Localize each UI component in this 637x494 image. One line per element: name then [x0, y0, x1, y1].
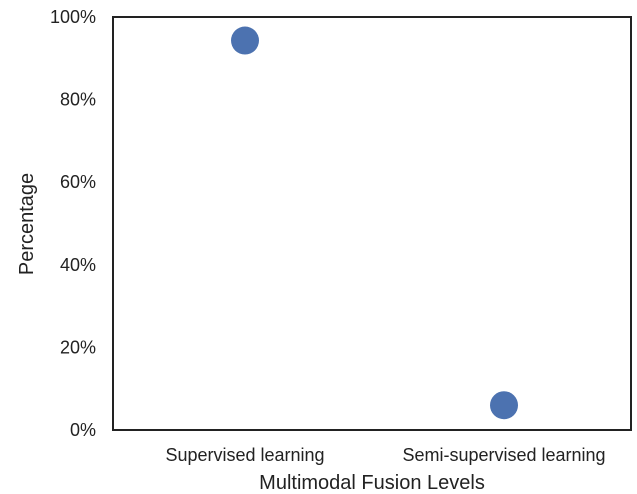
x-axis-label: Multimodal Fusion Levels: [259, 472, 485, 494]
y-tick-label: 60%: [60, 172, 96, 192]
y-tick-label: 20%: [60, 337, 96, 357]
y-tick-label: 80%: [60, 90, 96, 110]
data-points: [231, 26, 518, 420]
y-axis-label: Percentage: [16, 173, 38, 275]
data-point: [231, 26, 259, 55]
data-point: [490, 391, 518, 420]
y-tick-label: 100%: [50, 7, 96, 27]
x-axis: Supervised learning Semi-supervised learn…: [165, 445, 605, 465]
y-axis: 0% 20% 40% 60% 80% 100%: [50, 7, 96, 440]
y-tick-label: 0%: [70, 420, 96, 440]
x-tick-label: Supervised learning: [165, 445, 324, 465]
plot-frame: [112, 16, 632, 431]
x-tick-label: Semi-supervised learning: [402, 445, 605, 465]
y-tick-label: 40%: [60, 255, 96, 275]
